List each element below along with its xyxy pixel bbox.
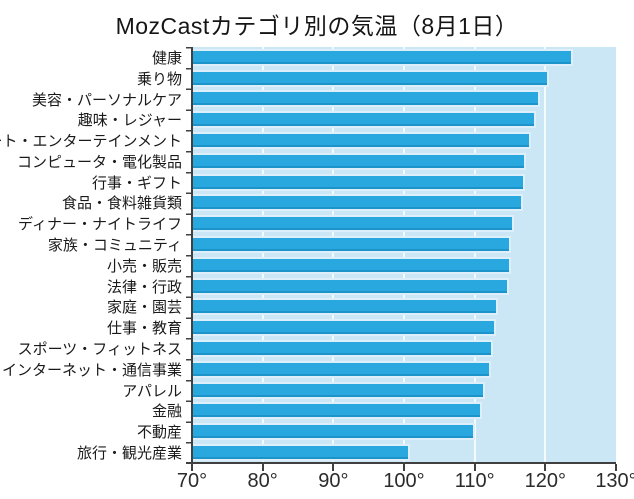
category-label: 乗り物 [136, 70, 182, 88]
x-axis-tick-label: 90° [318, 470, 349, 492]
y-axis-line [191, 47, 193, 464]
temperature-bar [192, 360, 491, 378]
temperature-bar [192, 152, 526, 170]
x-axis-tick [473, 464, 476, 471]
temperature-bar [192, 319, 496, 337]
plot-area [192, 47, 616, 463]
temperature-bar [192, 381, 485, 399]
temperature-bar [192, 298, 498, 316]
x-axis-line [186, 462, 616, 464]
category-label: ディナー・ナイトライフ [18, 216, 182, 234]
bar-row [192, 213, 616, 234]
temperature-bar [192, 423, 475, 441]
category-label: 健康 [151, 49, 182, 67]
bar-row [192, 255, 616, 276]
x-axis-tick [544, 464, 547, 471]
category-label: 金融 [151, 403, 182, 421]
x-axis-tick-label: 70° [176, 470, 208, 492]
bar-row [192, 359, 616, 380]
category-label: コンピュータ・電化製品 [16, 153, 182, 171]
temperature-bar [192, 236, 512, 254]
x-axis-ticks [191, 464, 617, 472]
category-label: 法律・行政 [106, 278, 182, 296]
bar-row [192, 297, 616, 318]
bar-row [192, 89, 616, 110]
temperature-bar [192, 215, 515, 233]
bar-row [192, 317, 616, 338]
gridline [544, 47, 547, 463]
category-label: スポーツ・フィットネス [17, 341, 182, 359]
category-label: 小売・販売 [106, 257, 182, 275]
temperature-bar [192, 340, 494, 358]
category-label: 旅行・観光産業 [76, 445, 182, 463]
bar-row [192, 442, 616, 463]
bar-row [192, 109, 616, 130]
y-axis-ticks [186, 47, 191, 464]
x-axis-tick [403, 464, 405, 471]
category-label: 食品・食料雑貨類 [61, 195, 182, 213]
temperature-bar [192, 90, 541, 108]
bar-row [192, 47, 616, 68]
bar-row [192, 68, 616, 89]
category-label: 仕事・教育 [106, 320, 182, 338]
temperature-bar [192, 69, 549, 87]
x-axis-tick-label: 80° [247, 470, 278, 492]
bar-row [192, 421, 616, 442]
gridline [261, 47, 264, 463]
x-axis-tick [261, 464, 264, 471]
category-label: 美容・パーソナルケア [31, 91, 182, 109]
category-label: 行事・ギフト [91, 174, 182, 192]
bar-row [192, 151, 616, 172]
x-axis-tick-labels: 70° 80° 90° 100° 110° 120° 130° [177, 470, 634, 496]
bar-row [192, 276, 616, 297]
temperature-bar [192, 194, 524, 212]
category-label: 家族・コミュニティ [47, 237, 182, 255]
temperature-bar [192, 173, 525, 191]
bar-row [192, 130, 616, 151]
category-label: 不動産 [136, 424, 182, 442]
bar-rows [192, 47, 616, 463]
bar-row [192, 172, 616, 193]
gridline [332, 47, 335, 463]
x-axis-tick-label: 130° [595, 470, 634, 492]
gridline [473, 47, 476, 463]
bar-row [192, 338, 616, 359]
temperature-bar [192, 132, 532, 150]
x-axis-tick-label: 110° [454, 470, 495, 492]
category-label: 家庭・園芸 [106, 299, 182, 317]
temperature-bar [192, 277, 510, 295]
x-axis-tick-label: 100° [383, 470, 425, 492]
temperature-bar [192, 444, 411, 462]
category-label: 趣味・レジャー [77, 112, 182, 130]
bar-row [192, 380, 616, 401]
x-axis-tick [191, 464, 193, 471]
temperature-bar [192, 111, 537, 129]
bar-row [192, 234, 616, 255]
x-axis-tick-label: 120° [524, 470, 567, 492]
gridline [403, 47, 405, 463]
category-label: インターネット・通信事業 [1, 361, 182, 379]
category-labels: 健康乗り物美容・パーソナルケア趣味・レジャーアート・エンターテインメントコンピュ… [0, 47, 184, 463]
x-axis-tick [332, 464, 335, 471]
x-axis-tick [615, 464, 617, 471]
temperature-bar [192, 402, 482, 420]
temperature-bar [192, 48, 573, 66]
category-label: アパレル [122, 382, 182, 400]
bar-row [192, 193, 616, 214]
chart-title: MozCastカテゴリ別の気温（8月1日） [115, 13, 519, 39]
bar-row [192, 401, 616, 422]
temperature-bar [192, 256, 511, 274]
category-label: アート・エンターテインメント [0, 133, 182, 151]
